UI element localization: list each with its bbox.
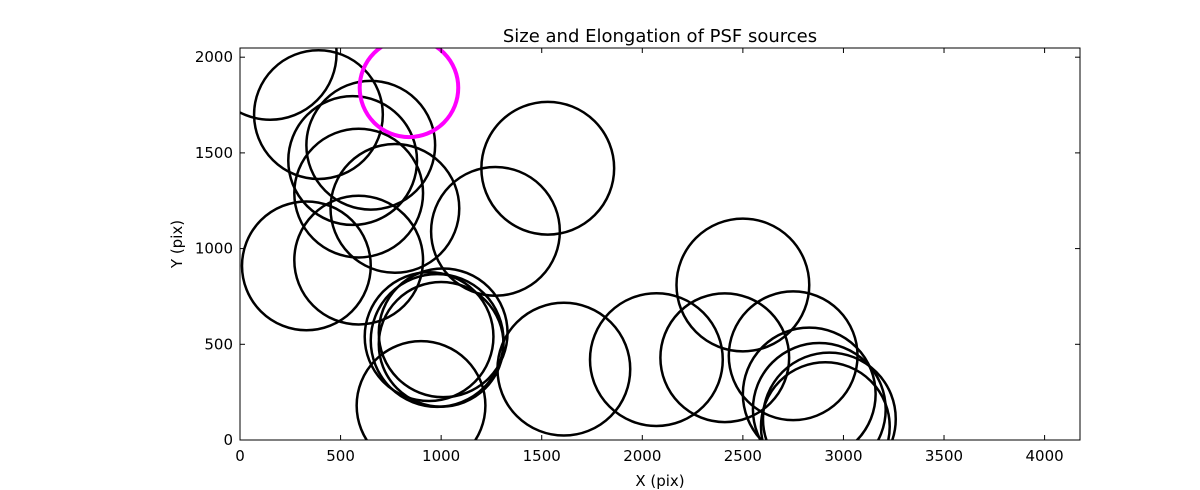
x-axis-label: X (pix): [635, 472, 684, 490]
x-tick-label-500: 500: [326, 447, 355, 465]
x-tick-label-3000: 3000: [824, 447, 862, 465]
psf-source-24: [759, 360, 891, 440]
psf-source-16: [496, 301, 632, 437]
x-tick-label-2500: 2500: [724, 447, 762, 465]
psf-source-15: [355, 339, 487, 440]
psf-source-1: [252, 48, 385, 181]
psf-source-23: [761, 351, 897, 440]
psf-source-11: [363, 271, 495, 403]
x-tick-label-1000: 1000: [422, 447, 460, 465]
psf-source-9: [240, 200, 373, 332]
psf-source-3: [305, 79, 437, 211]
psf-source-19: [675, 217, 811, 353]
y-tick-label-1000: 1000: [195, 240, 233, 258]
psf-source-14: [377, 280, 505, 408]
x-axis-ticks: 0 500 1000 1500 2000 2500 3000 3500 4000: [235, 48, 1064, 465]
psf-source-22: [751, 341, 887, 440]
x-tick-label-2000: 2000: [623, 447, 661, 465]
plot-frame: [239, 47, 1081, 441]
psf-source-highlight: [357, 48, 461, 140]
x-tick-label-4000: 4000: [1026, 447, 1064, 465]
psf-source-8: [480, 100, 616, 236]
psf-source-6: [329, 142, 461, 275]
x-tick-label-1500: 1500: [523, 447, 561, 465]
psf-source-18: [659, 292, 791, 424]
x-tick-label-3500: 3500: [925, 447, 963, 465]
y-tick-label-2000: 2000: [195, 48, 233, 66]
psf-source-10: [293, 194, 425, 326]
psf-source-21: [741, 326, 877, 440]
psf-source-5: [293, 127, 425, 259]
y-tick-label-1500: 1500: [195, 144, 233, 162]
x-tick-label-0: 0: [235, 447, 245, 465]
psf-source-2: [287, 94, 419, 227]
y-axis-label: Y (pix): [168, 220, 186, 269]
psf-source-17: [588, 291, 725, 428]
y-axis-ticks: 0 500 1000 1500 2000: [195, 48, 1080, 449]
psf-sources: [240, 48, 897, 440]
y-tick-label-500: 500: [204, 335, 233, 353]
y-tick-label-0: 0: [223, 431, 233, 449]
chart-title: Size and Elongation of PSF sources: [503, 26, 817, 47]
